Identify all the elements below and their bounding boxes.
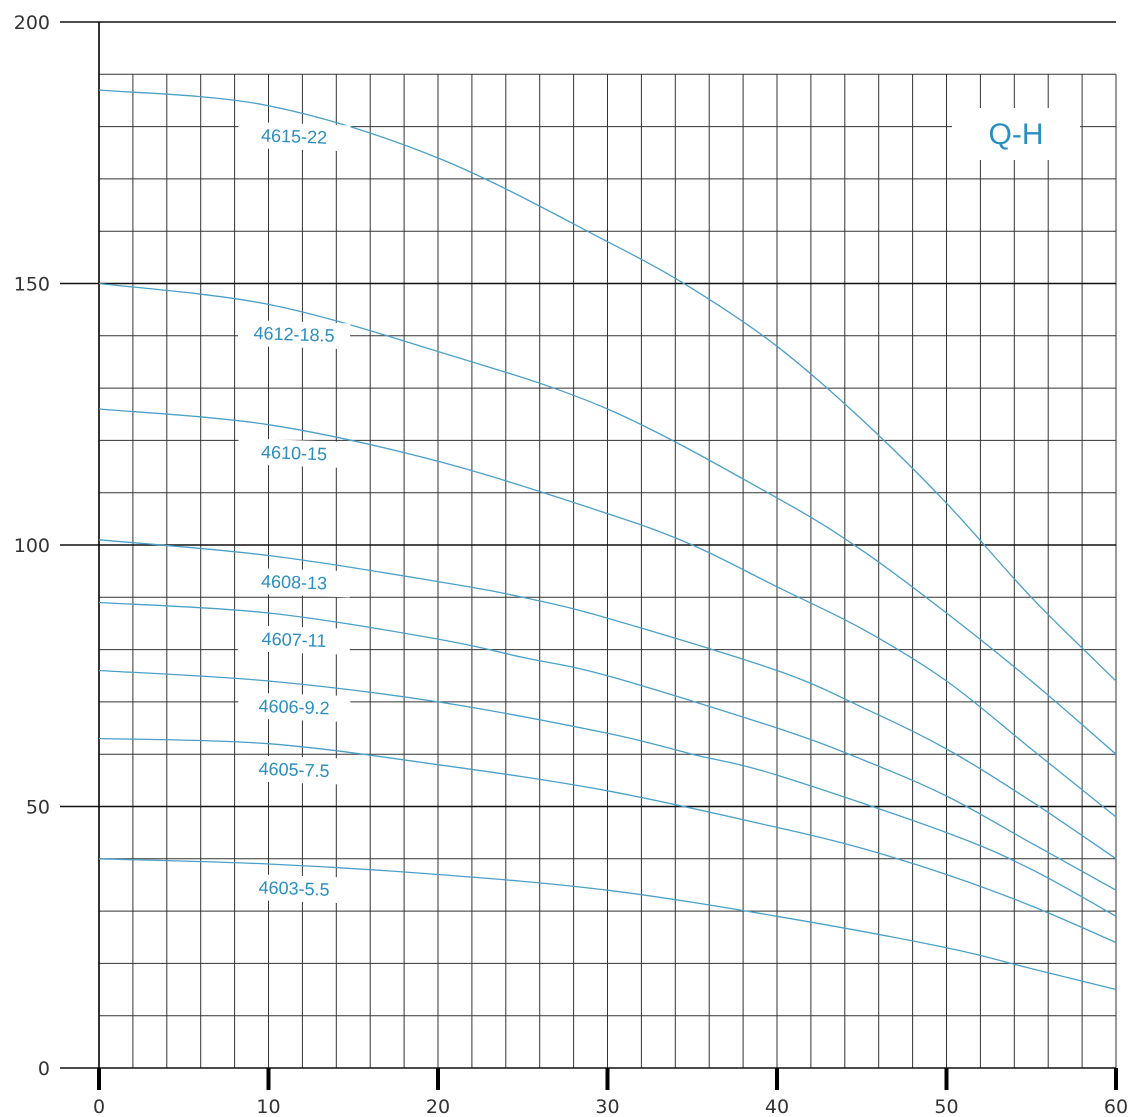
curve-label-backdrop (237, 873, 351, 904)
x-tick-label: 10 (256, 1096, 280, 1117)
y-tick-label: 0 (38, 1058, 50, 1080)
y-tick-label: 150 (14, 274, 50, 296)
curve-label-group: 4607-11 (237, 624, 351, 655)
curve-label: 4606-9.2 (258, 696, 330, 718)
curve-label-backdrop (237, 692, 351, 723)
y-tick-label: 200 (14, 12, 50, 34)
y-tick-label: 100 (14, 535, 50, 557)
curve-label: 4603-5.5 (258, 877, 330, 899)
curve-label-backdrop (237, 438, 351, 469)
curve-label-group: 4615-22 (237, 121, 351, 152)
curve-4612-18.5 (98, 282, 1117, 755)
curve-label-backdrop (237, 121, 351, 152)
curve-label-backdrop (237, 624, 351, 655)
curve-label: 4612-18.5 (253, 323, 335, 346)
curve-label: 4607-11 (261, 629, 326, 651)
curve-label-group: 4610-15 (237, 438, 351, 469)
chart-title: Q-H (989, 118, 1044, 151)
grid-minor (99, 73, 1117, 1068)
y-tick-label: 50 (26, 797, 50, 819)
curve-4607-11 (98, 601, 1117, 891)
chart-title-group: Q-H (952, 108, 1080, 160)
curve-4603-5.5 (98, 858, 1117, 991)
curve-labels: 4615-22 4612-18.5 4610-15 4608-13 4607-11 460… (237, 121, 351, 904)
curve-label: 4608-13 (261, 571, 328, 593)
curve-4610-15 (98, 408, 1117, 818)
curves (98, 89, 1117, 991)
curve-label-group: 4606-9.2 (237, 692, 351, 723)
curve-4606-9.2 (98, 669, 1117, 917)
x-tick-label: 60 (1104, 1096, 1128, 1117)
curve-label-group: 4608-13 (237, 567, 351, 598)
curve-label-group: 4603-5.5 (237, 873, 351, 904)
axes (97, 22, 1118, 1090)
grid-major (60, 21, 1116, 1069)
curve-4615-22 (98, 89, 1117, 682)
curve-label-backdrop (237, 754, 351, 785)
curve-label-group: 4612-18.5 (237, 319, 351, 350)
x-tick-label: 40 (765, 1096, 789, 1117)
x-tick-label: 0 (93, 1096, 105, 1117)
x-tick-label: 30 (595, 1096, 619, 1117)
curve-label-backdrop (237, 567, 351, 598)
curve-label: 4610-15 (261, 442, 328, 464)
curve-label-group: 4605-7.5 (237, 754, 351, 785)
title-backdrop (952, 108, 1080, 160)
tick-labels: 0 10 20 30 40 50 60 0 50 100 150 200 (14, 12, 1128, 1117)
curve-label-backdrop (237, 319, 351, 350)
curve-4605-7.5 (98, 737, 1117, 944)
curve-label: 4605-7.5 (258, 759, 330, 781)
curve-4608-13 (98, 539, 1117, 860)
x-tick-label: 20 (426, 1096, 450, 1117)
x-tick-label: 50 (934, 1096, 958, 1117)
curve-label: 4615-22 (261, 125, 328, 147)
